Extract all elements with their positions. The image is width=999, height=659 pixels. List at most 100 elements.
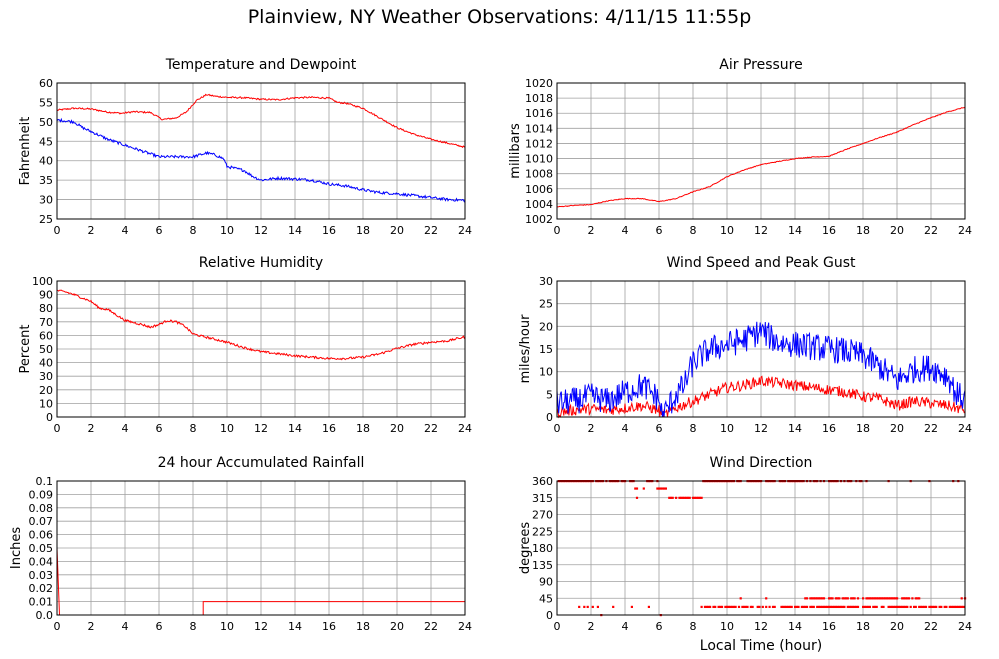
y-tick-label: 225	[532, 525, 553, 538]
x-tick-label: 18	[356, 422, 370, 435]
direction-point	[671, 496, 674, 499]
direction-point	[826, 605, 829, 609]
direction-point	[642, 487, 645, 490]
y-tick-label: 10	[39, 397, 53, 410]
direction-point	[896, 605, 899, 609]
x-tick-label: 6	[156, 422, 163, 435]
direction-point	[907, 597, 911, 600]
direction-point	[938, 605, 941, 609]
direction-point	[872, 605, 875, 609]
series-line-1	[556, 321, 966, 418]
direction-point	[693, 496, 696, 499]
x-tick-label: 14	[788, 422, 802, 435]
x-tick-label: 22	[424, 620, 438, 633]
direction-point	[743, 605, 746, 609]
y-tick-label: 0.05	[29, 542, 54, 555]
x-tick-label: 4	[122, 224, 129, 237]
direction-point	[901, 597, 904, 600]
direction-point	[906, 597, 909, 600]
x-tick-label: 0	[54, 620, 61, 633]
direction-point	[780, 605, 783, 609]
direction-point	[882, 597, 885, 600]
y-tick-label: 15	[539, 343, 553, 356]
direction-point	[865, 605, 868, 609]
y-tick-label: 90	[39, 289, 53, 302]
direction-point	[962, 605, 965, 609]
x-tick-label: 2	[588, 422, 595, 435]
direction-point	[814, 597, 817, 600]
y-tick-label: 0	[46, 411, 53, 424]
direction-point	[953, 605, 956, 609]
direction-point	[838, 605, 841, 609]
x-tick-label: 10	[720, 422, 734, 435]
direction-point	[811, 605, 814, 609]
direction-point	[845, 597, 848, 600]
x-tick-label: 14	[288, 422, 302, 435]
direction-point	[822, 605, 826, 609]
x-tick-label: 24	[958, 224, 972, 237]
direction-point	[773, 605, 776, 609]
direction-point	[737, 605, 741, 609]
y-tick-label: 45	[39, 135, 53, 148]
direction-point	[797, 605, 800, 609]
x-tick-label: 16	[822, 422, 836, 435]
y-tick-label: 0.03	[29, 569, 54, 582]
direction-point	[855, 605, 858, 609]
direction-point	[681, 496, 684, 499]
direction-point	[950, 605, 953, 609]
x-tick-label: 4	[122, 620, 129, 633]
direction-point	[850, 597, 853, 600]
x-tick-label: 20	[390, 620, 404, 633]
plot-frame	[56, 480, 466, 616]
y-tick-label: 45	[539, 592, 553, 605]
y-tick-label: 1006	[525, 183, 553, 196]
x-tick-label: 24	[958, 620, 972, 633]
y-tick-label: 60	[39, 329, 53, 342]
direction-point	[955, 605, 958, 609]
x-tick-label: 16	[822, 224, 836, 237]
direction-point	[872, 597, 875, 600]
direction-point	[612, 605, 615, 609]
direction-point	[669, 496, 673, 499]
direction-point	[749, 605, 752, 609]
x-tick-label: 8	[690, 620, 697, 633]
direction-point	[800, 605, 803, 609]
direction-point	[833, 605, 836, 609]
direction-point	[697, 496, 700, 499]
direction-point	[911, 597, 914, 600]
y-tick-label: 50	[39, 116, 53, 129]
direction-point	[805, 605, 809, 609]
x-tick-label: 16	[322, 422, 336, 435]
direction-point	[918, 605, 921, 609]
x-tick-label: 12	[254, 422, 268, 435]
direction-point	[685, 496, 688, 499]
direction-point	[719, 605, 722, 609]
direction-point	[834, 597, 837, 600]
direction-point	[841, 605, 844, 609]
direction-point	[761, 605, 764, 609]
direction-point	[960, 597, 963, 600]
direction-point	[828, 597, 831, 600]
x-tick-label: 22	[424, 224, 438, 237]
y-axis-label: degrees	[518, 522, 533, 575]
direction-point	[945, 605, 948, 609]
direction-point	[890, 605, 894, 609]
direction-point	[727, 605, 730, 609]
direction-point	[709, 605, 712, 609]
direction-point	[729, 605, 732, 609]
direction-point	[901, 605, 904, 609]
direction-point	[683, 496, 686, 499]
direction-point	[812, 597, 815, 600]
direction-point	[824, 605, 827, 609]
y-tick-label: 315	[532, 492, 553, 505]
y-tick-label: 100	[32, 275, 53, 288]
direction-point	[838, 597, 841, 600]
direction-point	[717, 605, 720, 609]
direction-point	[739, 597, 742, 600]
y-tick-label: 70	[39, 316, 53, 329]
direction-point	[703, 605, 707, 609]
y-tick-label: 35	[39, 174, 53, 187]
direction-point	[904, 605, 907, 609]
direction-point	[751, 605, 754, 609]
